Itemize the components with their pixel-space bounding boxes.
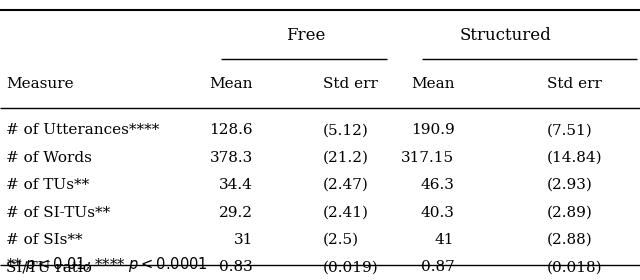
Text: # of SIs**: # of SIs** xyxy=(6,233,83,247)
Text: # of Utterances****: # of Utterances**** xyxy=(6,123,160,137)
Text: # of Words: # of Words xyxy=(6,151,92,165)
Text: 0.83: 0.83 xyxy=(219,260,253,274)
Text: 29.2: 29.2 xyxy=(219,206,253,220)
Text: (2.47): (2.47) xyxy=(323,178,369,192)
Text: (14.84): (14.84) xyxy=(547,151,603,165)
Text: (2.88): (2.88) xyxy=(547,233,593,247)
Text: Std err: Std err xyxy=(547,77,602,91)
Text: 41: 41 xyxy=(435,233,454,247)
Text: Structured: Structured xyxy=(460,27,552,43)
Text: (2.5): (2.5) xyxy=(323,233,359,247)
Text: # of TUs**: # of TUs** xyxy=(6,178,90,192)
Text: Free: Free xyxy=(286,27,326,43)
Text: (0.018): (0.018) xyxy=(547,260,603,274)
Text: 128.6: 128.6 xyxy=(209,123,253,137)
Text: ** $p < 0.01$; **** $p < 0.0001$: ** $p < 0.01$; **** $p < 0.0001$ xyxy=(6,255,208,274)
Text: 40.3: 40.3 xyxy=(420,206,454,220)
Text: 31: 31 xyxy=(234,233,253,247)
Text: 46.3: 46.3 xyxy=(420,178,454,192)
Text: (0.019): (0.019) xyxy=(323,260,379,274)
Text: Mean: Mean xyxy=(209,77,253,91)
Text: 378.3: 378.3 xyxy=(209,151,253,165)
Text: (5.12): (5.12) xyxy=(323,123,369,137)
Text: 317.15: 317.15 xyxy=(401,151,454,165)
Text: 34.4: 34.4 xyxy=(219,178,253,192)
Text: # of SI-TUs**: # of SI-TUs** xyxy=(6,206,111,220)
Text: Measure: Measure xyxy=(6,77,74,91)
Text: (2.93): (2.93) xyxy=(547,178,593,192)
Text: (7.51): (7.51) xyxy=(547,123,593,137)
Text: (2.41): (2.41) xyxy=(323,206,369,220)
Text: Std err: Std err xyxy=(323,77,378,91)
Text: (21.2): (21.2) xyxy=(323,151,369,165)
Text: Mean: Mean xyxy=(411,77,454,91)
Text: 190.9: 190.9 xyxy=(411,123,454,137)
Text: SI/TU ratio: SI/TU ratio xyxy=(6,260,92,274)
Text: (2.89): (2.89) xyxy=(547,206,593,220)
Text: 0.87: 0.87 xyxy=(420,260,454,274)
